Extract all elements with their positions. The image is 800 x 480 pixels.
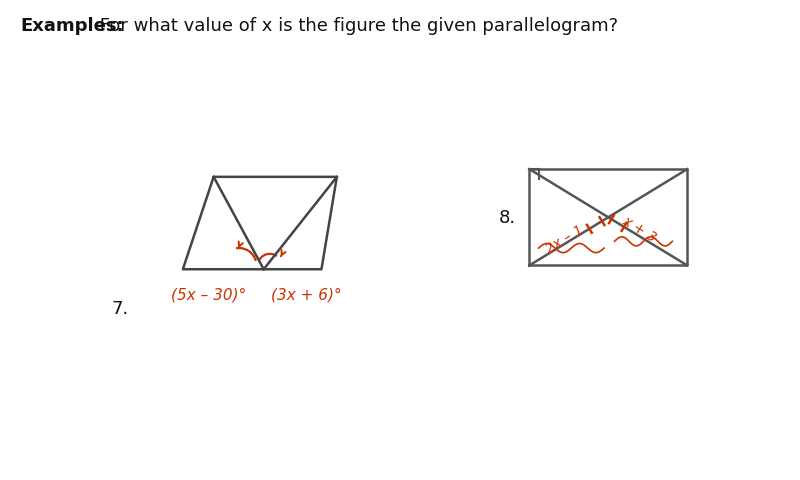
Text: Examples:: Examples: (20, 17, 124, 35)
Text: (5x – 30)°: (5x – 30)° (171, 288, 246, 302)
Text: 7.: 7. (111, 299, 129, 317)
Text: 8.: 8. (498, 208, 516, 227)
Text: (3x + 6)°: (3x + 6)° (271, 288, 342, 302)
Text: 2x – 1: 2x – 1 (543, 222, 586, 256)
Text: x + 3: x + 3 (619, 214, 658, 245)
Text: For what value of x is the figure the given parallelogram?: For what value of x is the figure the gi… (94, 17, 618, 35)
